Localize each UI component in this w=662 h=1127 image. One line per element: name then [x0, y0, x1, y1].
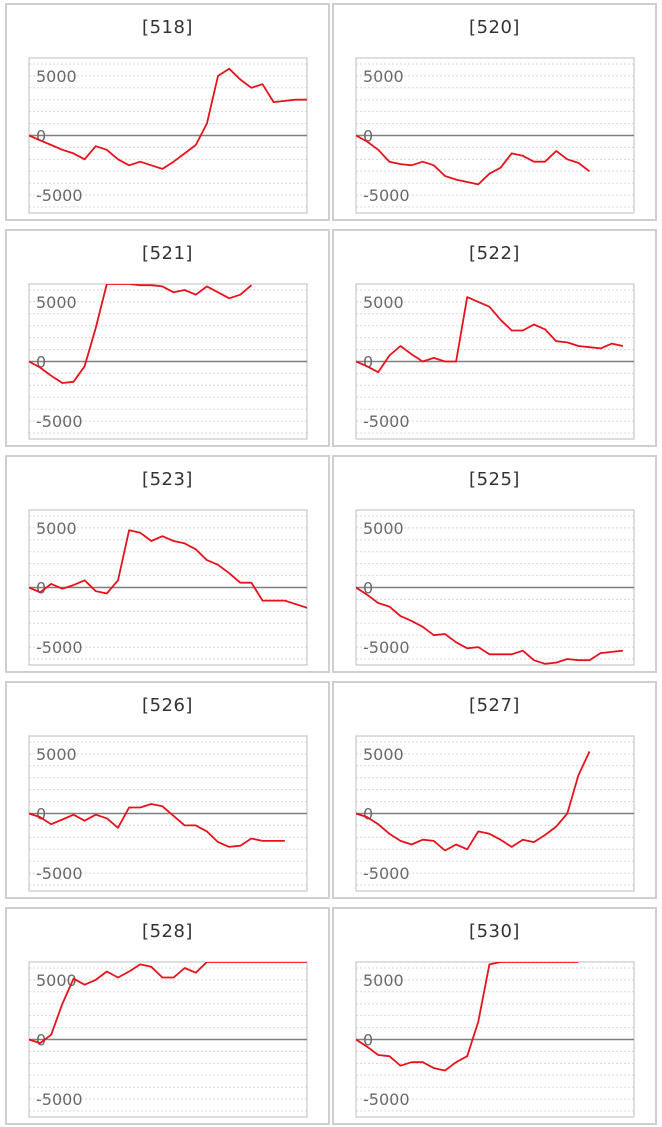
chart-title: [525]: [469, 469, 520, 490]
line-plot: 5000 0 -5000: [355, 57, 635, 214]
series-line: [29, 529, 307, 609]
y-tick-label: 5000: [363, 519, 404, 538]
chart-panel-527: [527] 5000 0 -5000: [332, 681, 657, 899]
y-tick-label: 5000: [36, 519, 77, 538]
y-tick-label: 0: [363, 127, 373, 146]
chart-title: [528]: [142, 921, 193, 942]
y-tick-label: -5000: [363, 864, 410, 883]
y-tick-label: 0: [363, 579, 373, 598]
y-tick-label: -5000: [363, 186, 410, 205]
chart-panel-520: [520] 5000 0 -5000: [332, 3, 657, 221]
chart-panel-530: [530] 5000 0 -5000: [332, 907, 657, 1125]
y-tick-label: 5000: [36, 971, 77, 990]
chart-title: [526]: [142, 695, 193, 716]
y-tick-label: 0: [36, 805, 46, 824]
chart-title: [530]: [469, 921, 520, 942]
y-tick-label: -5000: [36, 1090, 83, 1109]
line-plot: 5000 0 -5000: [28, 735, 308, 892]
chart-panel-526: [526] 5000 0 -5000: [5, 681, 330, 899]
y-tick-label: 5000: [363, 293, 404, 312]
line-plot: 5000 0 -5000: [355, 283, 635, 440]
line-plot: 5000 0 -5000: [28, 509, 319, 666]
y-tick-label: 0: [36, 579, 46, 598]
y-tick-label: 5000: [363, 745, 404, 764]
line-plot: 5000 0 -5000: [355, 509, 635, 666]
series-line: [29, 962, 307, 1045]
y-tick-label: 5000: [363, 67, 404, 86]
y-tick-label: 0: [363, 1031, 373, 1050]
chart-panel-522: [522] 5000 0 -5000: [332, 229, 657, 447]
series-line: [29, 803, 285, 848]
y-tick-label: -5000: [363, 412, 410, 431]
y-tick-label: 0: [363, 353, 373, 372]
y-tick-label: 5000: [363, 971, 404, 990]
line-plot: 5000 0 -5000: [28, 283, 308, 440]
series-line: [356, 751, 591, 852]
chart-panel-523: [523] 5000 0 -5000: [5, 455, 330, 673]
y-tick-label: 5000: [36, 293, 77, 312]
series-line: [29, 67, 307, 170]
y-tick-label: 5000: [36, 745, 77, 764]
y-tick-label: 5000: [36, 67, 77, 86]
line-plot: 5000 0 -5000: [355, 735, 635, 892]
y-tick-label: -5000: [36, 638, 83, 657]
y-tick-label: -5000: [36, 186, 83, 205]
chart-panel-528: [528] 5000 0 -5000: [5, 907, 330, 1125]
chart-title: [527]: [469, 695, 520, 716]
y-tick-label: 0: [36, 353, 46, 372]
series-line: [356, 134, 591, 186]
line-plot: 5000 0 -5000: [28, 961, 308, 1118]
chart-title: [522]: [469, 243, 520, 264]
chart-title: [521]: [142, 243, 193, 264]
y-tick-label: -5000: [36, 864, 83, 883]
y-tick-label: -5000: [363, 1090, 410, 1109]
chart-panel-521: [521] 5000 0 -5000: [5, 229, 330, 447]
y-tick-label: -5000: [36, 412, 83, 431]
chart-title: [523]: [142, 469, 193, 490]
line-plot: 5000 0 -5000: [28, 57, 308, 214]
y-tick-label: 0: [363, 805, 373, 824]
chart-panel-525: [525] 5000 0 -5000: [332, 455, 657, 673]
line-plot: 5000 0 -5000: [355, 961, 635, 1118]
chart-title: [518]: [142, 17, 193, 38]
y-tick-label: 0: [36, 1031, 46, 1050]
chart-title: [520]: [469, 17, 520, 38]
chart-panel-518: [518] 5000 0 -5000: [5, 3, 330, 221]
y-tick-label: 0: [36, 127, 46, 146]
y-tick-label: -5000: [363, 638, 410, 657]
